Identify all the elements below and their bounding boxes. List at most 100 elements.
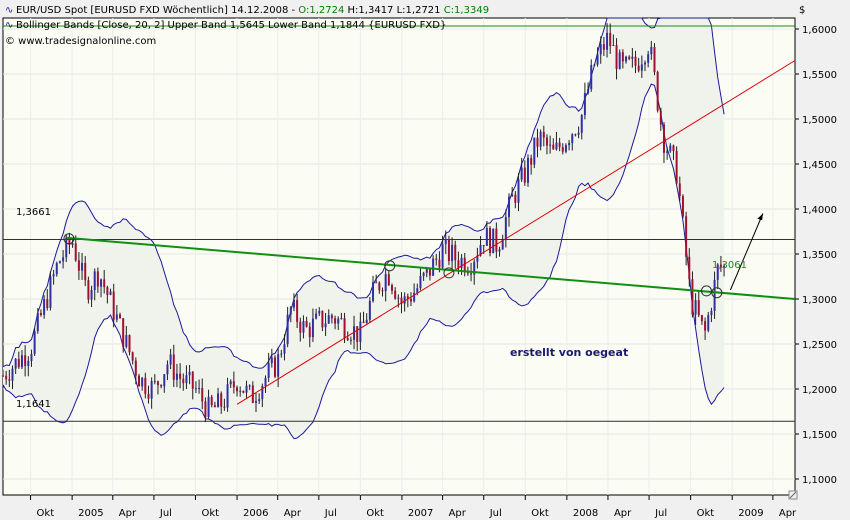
bollinger-upper-band [2,17,725,369]
candle [194,381,197,394]
candle [640,55,643,78]
candle [283,334,286,361]
candle [435,253,438,266]
candle [261,383,264,408]
candle [476,247,479,269]
candle [20,350,23,370]
candle [656,70,659,113]
candle [612,34,615,47]
candle [694,293,697,325]
candle [432,255,435,276]
candle [340,312,343,320]
header-line-3: © www.tradesignalonline.com [5,36,156,47]
candle [33,328,36,356]
candle [678,176,681,201]
candle [479,236,482,257]
candle [549,135,552,154]
candle [30,349,33,367]
candle [172,344,175,387]
x-tick-label: Apr [284,508,302,519]
candle [122,318,125,353]
candle [644,60,647,72]
y-axis: 1,1000 1,1500 1,2000 1,2500 1,3000 1,3500 1,40… [795,25,837,486]
candle [191,371,194,400]
level-high-label: 1,3661 [16,207,51,218]
candle [277,347,280,388]
candle [451,237,454,271]
touch-circles [63,233,723,299]
candle [634,50,637,74]
candle [444,230,447,255]
candle [723,263,726,277]
candle [628,55,631,61]
candle [571,133,574,151]
candle [587,82,590,95]
candle [90,285,93,308]
candle [141,376,144,391]
candle [545,134,548,155]
candle [58,260,61,264]
candle [100,278,103,298]
y-tick-label: 1,2500 [802,340,837,351]
resize-grip-icon[interactable] [788,490,798,500]
candle [710,307,713,323]
candle [156,380,159,395]
x-tick-label: 2007 [408,508,433,519]
candle [115,305,118,323]
candle [697,290,700,318]
candle [498,246,501,257]
candle [713,271,716,319]
candle [514,191,517,209]
candle [131,351,134,365]
currency-label: $ [799,5,805,16]
candle [577,126,580,139]
candle [188,365,191,385]
candle [318,307,321,317]
candle [223,398,226,411]
candle [292,293,295,312]
candle [311,308,314,343]
candle [11,365,14,390]
candle [631,47,634,68]
candle [390,283,393,295]
candle [17,351,20,369]
bollinger-icon: ∿ [5,20,13,31]
candle [43,295,46,319]
candle [150,377,153,409]
x-axis: Okt 2005 Apr Jul Okt 2006 Apr Jul Okt 2007 Apr Jul O… [30,495,797,519]
candle [160,384,163,389]
candle [523,160,526,186]
candle [175,363,178,388]
x-tick-label: Apr [779,508,797,519]
y-tick-label: 1,3500 [802,250,837,261]
y-tick-label: 1,1500 [802,430,837,441]
candle [409,292,412,307]
candle [381,287,384,297]
candle [542,125,545,147]
candle [441,235,444,269]
candle [39,309,42,317]
candle [330,313,333,324]
candle [422,271,425,281]
candle [653,43,656,76]
candle [147,385,150,404]
candle [302,315,305,339]
candle [618,49,621,70]
candle [315,308,318,320]
candle [36,308,39,334]
candle [606,23,609,58]
x-tick-label: Jul [489,508,502,519]
candle [226,377,229,412]
y-tick-label: 1,5000 [802,115,837,126]
candle [106,285,109,304]
candle [688,248,691,287]
candles [2,23,726,423]
candle [463,252,466,277]
eurusd-icon: ∿ [5,5,13,16]
candle [375,274,378,284]
candle [615,38,618,80]
candle [296,293,299,328]
candle [169,348,172,370]
candle [526,154,529,187]
candle [508,193,511,227]
